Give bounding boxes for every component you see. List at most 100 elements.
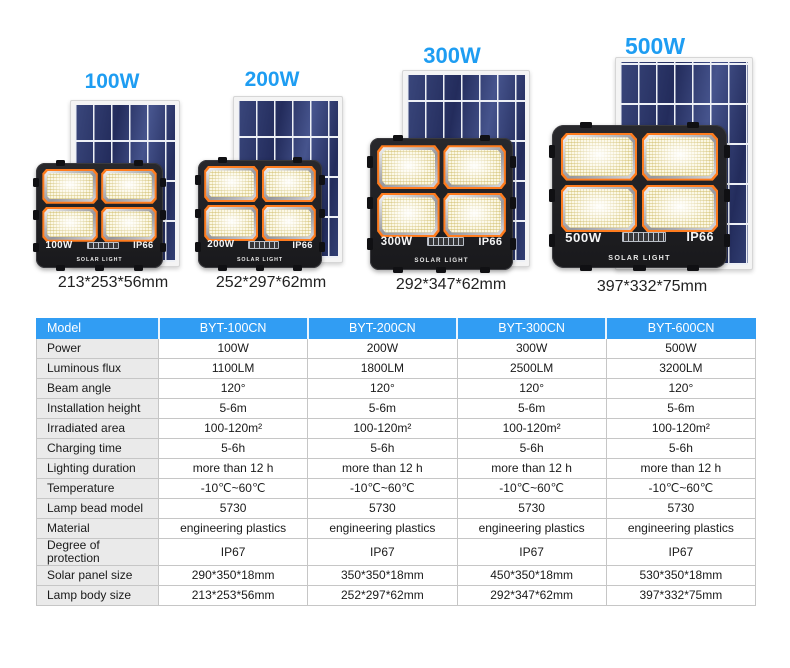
spec-row-label: Solar panel size (36, 565, 159, 587)
spec-row: Luminous flux 1100LM 1800LM 2500LM 3200LM (36, 358, 757, 379)
mount-tab (56, 160, 66, 166)
product-title-label: 200W (244, 68, 300, 91)
led-module (42, 206, 98, 242)
spec-value-cell: 120° (456, 378, 607, 399)
led-module-grid (377, 145, 506, 237)
light-wattage-label: 200W (207, 239, 235, 251)
spec-value-cell: 5730 (307, 498, 458, 519)
spec-value-cell: 213*253*56mm (157, 585, 309, 607)
spec-value-cell: 290*350*18mm (157, 565, 309, 587)
product-dimensions-label: 252*297*62mm (215, 274, 327, 291)
spec-row: Power 100W 200W 300W 500W (36, 338, 757, 359)
led-module (101, 168, 157, 204)
light-info-row: 300W IP66 (381, 231, 503, 252)
flood-light-image: 500W IP66 SOLAR LIGHT (549, 122, 730, 271)
spec-header-model: Model (36, 318, 160, 339)
led-module-frame (562, 186, 636, 231)
light-info-row: 200W IP66 (207, 236, 312, 253)
mount-tab (255, 265, 265, 271)
spec-value-cell: engineering plastics (605, 518, 757, 539)
led-module-leds (646, 137, 714, 177)
led-module-leds (646, 189, 714, 228)
led-module (101, 206, 157, 242)
product-dimensions-label: 213*253*56mm (57, 274, 169, 291)
spec-value-cell: 5-6m (307, 398, 458, 419)
flood-light-image: 200W IP66 SOLAR LIGHT (195, 157, 325, 271)
mount-tab (580, 122, 593, 128)
mount-tab (160, 177, 166, 188)
spec-value-cell: more than 12 h (157, 458, 309, 479)
spec-value-cell: -10℃~60℃ (605, 478, 757, 499)
mount-tab (33, 177, 39, 188)
spec-value-cell: 5-6h (157, 438, 309, 459)
mount-tab (319, 208, 325, 219)
spec-row-label: Beam angle (36, 378, 159, 399)
spec-row: Temperature -10℃~60℃ -10℃~60℃ -10℃~60℃ -10℃~… (36, 478, 757, 499)
spec-value-cell: 100-120m² (456, 418, 607, 439)
spec-value-cell: 5-6m (456, 398, 607, 419)
led-module-leds (208, 209, 254, 237)
spec-row: Irradiated area 100-120m² 100-120m² 100-120… (36, 418, 757, 439)
ip-rating-label: IP66 (686, 230, 714, 245)
solar-light-brand-label: SOLAR LIGHT (608, 253, 671, 262)
spec-row: Material engineering plastics engineering … (36, 518, 757, 539)
mount-tab (133, 265, 143, 271)
mount-tab (480, 267, 491, 273)
spec-row-label: Degree of protection (36, 537, 159, 567)
mount-tab (436, 267, 447, 273)
spec-value-cell: 350*350*18mm (307, 565, 458, 587)
spec-row: Solar panel size 290*350*18mm 350*350*18mm… (36, 565, 757, 587)
led-module-leds (208, 170, 254, 198)
spec-value-cell: more than 12 h (456, 458, 607, 479)
spec-row-label: Lighting duration (36, 458, 159, 479)
mount-tab (392, 267, 403, 273)
led-module-frame (44, 170, 96, 202)
spec-value-cell: 292*347*62mm (456, 585, 607, 607)
spec-value-cell: IP67 (307, 537, 458, 567)
spec-row: Degree of protection IP67 IP67 IP67 IP67 (36, 537, 757, 567)
ip-rating-label: IP66 (478, 235, 503, 248)
mount-tab (724, 189, 730, 203)
spec-value-cell: 252*297*62mm (307, 585, 458, 607)
ip-rating-label: IP66 (133, 240, 154, 251)
dip-switch-icon (621, 232, 667, 243)
product-title-label: 300W (423, 43, 481, 68)
spec-value-cell: 397*332*75mm (605, 585, 757, 607)
mount-tab (392, 135, 403, 141)
led-module-leds (565, 137, 633, 177)
mount-tab (293, 265, 303, 271)
mount-tab (549, 189, 555, 203)
led-module-leds (105, 211, 153, 238)
product-dimensions-label: 292*347*62mm (395, 276, 507, 293)
led-module-grid (560, 132, 719, 233)
mount-tab (480, 135, 491, 141)
mount-tab (195, 242, 201, 252)
spec-value-cell: more than 12 h (605, 458, 757, 479)
led-module (204, 165, 259, 202)
spec-value-cell: engineering plastics (456, 518, 607, 539)
dip-switch-icon (86, 241, 120, 250)
led-module (377, 145, 440, 190)
led-module-frame (445, 147, 504, 188)
mount-tab (293, 157, 303, 163)
mount-tab (549, 233, 555, 247)
spec-value-cell: 5730 (456, 498, 607, 519)
spec-row-label: Lamp body size (36, 585, 159, 607)
led-module (261, 165, 316, 202)
led-module-frame (379, 194, 438, 235)
led-module (641, 132, 719, 181)
spec-value-cell: 5-6m (605, 398, 757, 419)
mount-tab (56, 265, 66, 271)
spec-row-label: Power (36, 338, 159, 359)
led-module-leds (381, 197, 436, 233)
led-module (261, 204, 316, 241)
led-module-frame (445, 194, 504, 235)
mount-tab (319, 175, 325, 185)
spec-value-cell: 300W (456, 338, 607, 359)
spec-value-cell: 1100LM (157, 358, 309, 379)
spec-header-col-2: BYT-200CN (307, 318, 459, 339)
led-module-frame (103, 170, 155, 202)
